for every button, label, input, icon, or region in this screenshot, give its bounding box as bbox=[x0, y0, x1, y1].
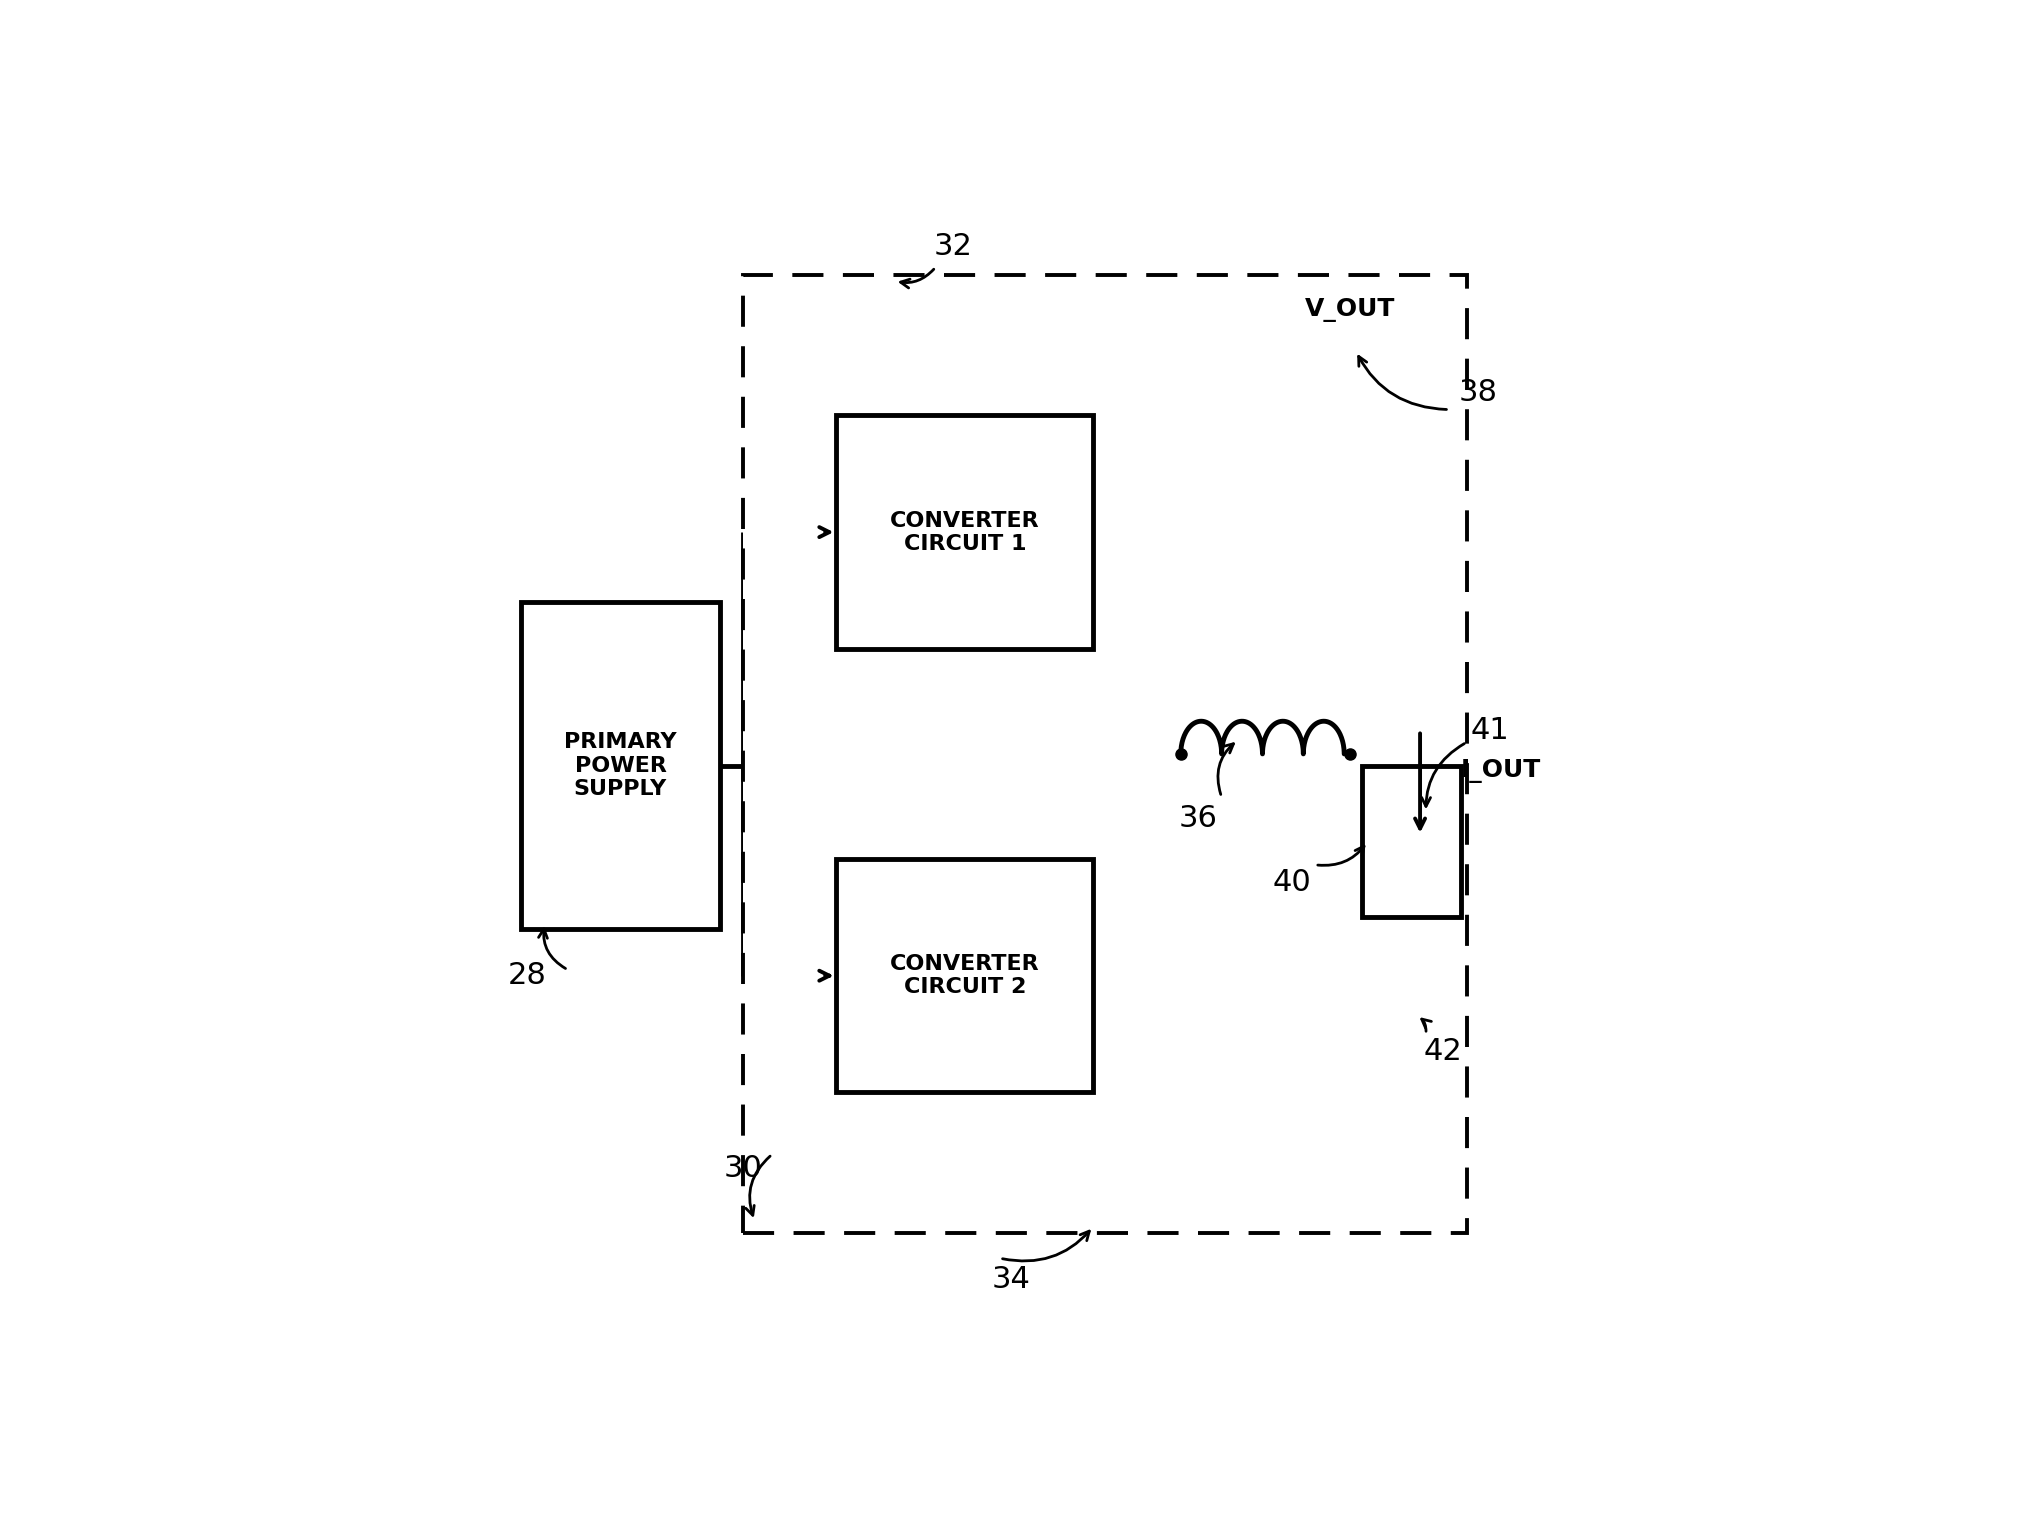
Text: 40: 40 bbox=[1272, 867, 1311, 897]
Bar bbox=[521, 602, 719, 929]
Text: CONVERTER
CIRCUIT 1: CONVERTER CIRCUIT 1 bbox=[890, 511, 1039, 553]
Bar bbox=[837, 415, 1092, 649]
Text: 38: 38 bbox=[1458, 377, 1499, 406]
Bar bbox=[837, 860, 1092, 1093]
Text: V_OUT: V_OUT bbox=[1305, 299, 1395, 323]
Text: 41: 41 bbox=[1470, 716, 1509, 744]
Text: 28: 28 bbox=[508, 961, 547, 990]
Text: 34: 34 bbox=[992, 1264, 1031, 1293]
Text: 32: 32 bbox=[933, 232, 972, 261]
Text: 30: 30 bbox=[723, 1154, 762, 1182]
Text: 42: 42 bbox=[1423, 1037, 1462, 1066]
Text: I_OUT: I_OUT bbox=[1460, 760, 1542, 784]
Bar bbox=[743, 276, 1466, 1233]
Bar bbox=[1362, 766, 1460, 917]
Text: CONVERTER
CIRCUIT 2: CONVERTER CIRCUIT 2 bbox=[890, 954, 1039, 998]
Text: 36: 36 bbox=[1178, 803, 1217, 832]
Text: PRIMARY
POWER
SUPPLY: PRIMARY POWER SUPPLY bbox=[564, 732, 676, 799]
